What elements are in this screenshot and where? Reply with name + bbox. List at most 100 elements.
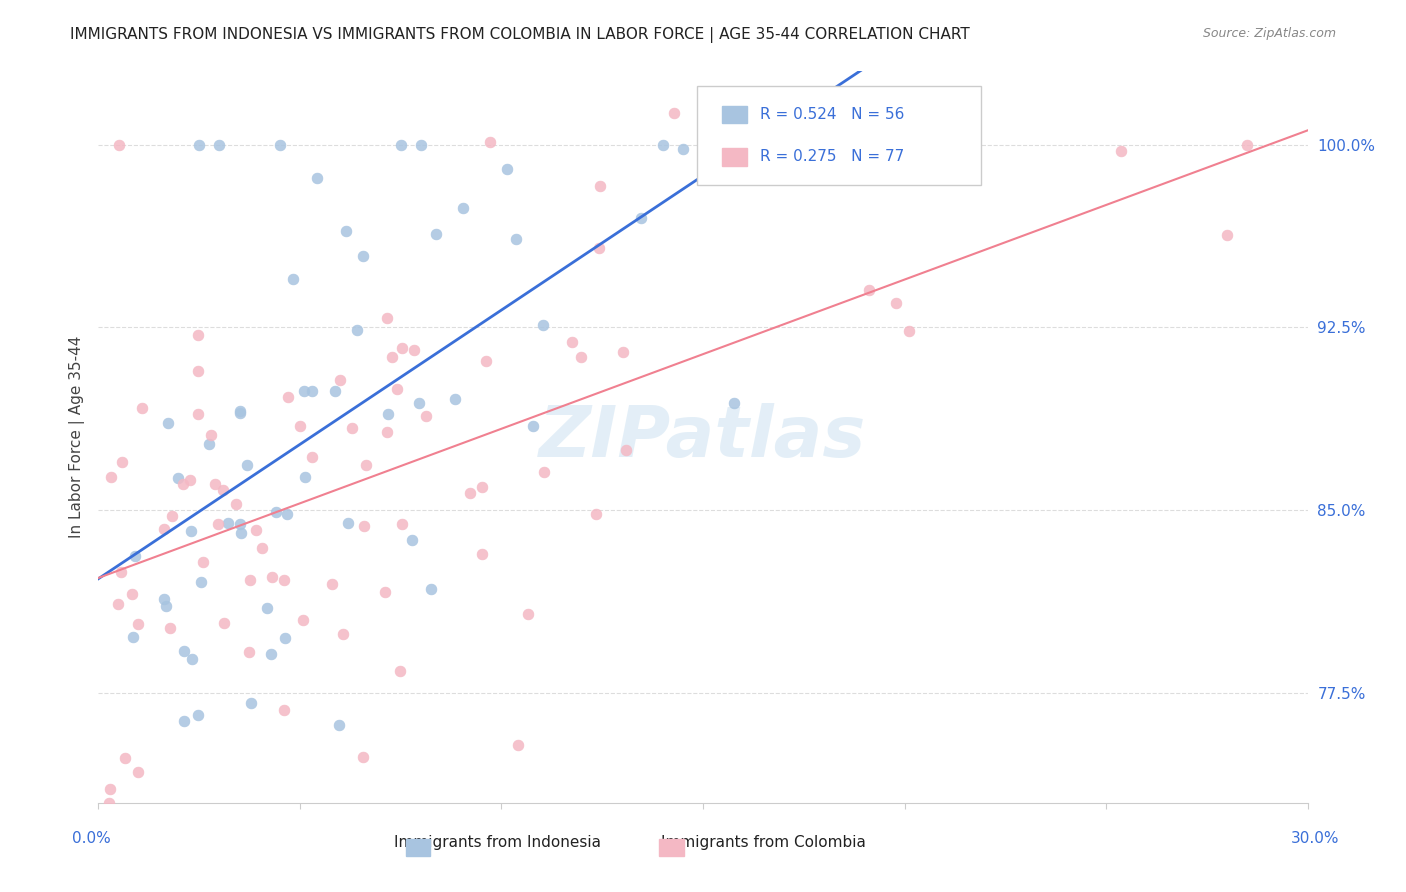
Point — [388, 665, 411, 679]
Point — [256, 601, 278, 615]
Point — [561, 334, 583, 349]
Point — [1236, 137, 1258, 152]
Point — [1109, 144, 1132, 158]
Point — [588, 241, 610, 255]
Point — [614, 443, 637, 458]
Point — [329, 373, 352, 387]
Point — [328, 718, 350, 732]
Point — [478, 135, 501, 149]
Point — [884, 296, 907, 310]
Point — [385, 382, 408, 396]
Point — [475, 354, 498, 368]
Point — [533, 465, 555, 479]
Point — [335, 223, 357, 237]
Point — [651, 137, 673, 152]
Point — [415, 409, 437, 424]
Point — [408, 396, 430, 410]
Text: 0.0%: 0.0% — [72, 831, 111, 846]
FancyBboxPatch shape — [659, 838, 683, 856]
Point — [197, 437, 219, 451]
Point — [420, 582, 443, 596]
Text: IMMIGRANTS FROM INDONESIA VS IMMIGRANTS FROM COLOMBIA IN LABOR FORCE | AGE 35-44: IMMIGRANTS FROM INDONESIA VS IMMIGRANTS … — [70, 27, 970, 43]
Point — [723, 396, 745, 410]
Point — [260, 570, 283, 584]
Point — [229, 404, 252, 418]
Point — [127, 617, 149, 632]
Point — [110, 566, 132, 580]
Point — [276, 508, 298, 522]
Point — [187, 407, 209, 421]
Point — [458, 486, 481, 500]
Point — [352, 249, 374, 263]
Point — [250, 541, 273, 555]
Point — [346, 323, 368, 337]
Text: 30.0%: 30.0% — [1291, 831, 1339, 846]
Point — [352, 750, 374, 764]
Point — [187, 364, 209, 378]
Point — [672, 142, 695, 156]
Point — [471, 547, 494, 561]
Text: ZIPatlas: ZIPatlas — [540, 402, 866, 472]
Point — [353, 519, 375, 533]
Point — [122, 631, 145, 645]
Point — [630, 211, 652, 226]
Point — [157, 416, 180, 430]
Point — [277, 390, 299, 404]
Point — [377, 407, 399, 421]
Point — [264, 505, 287, 519]
Point — [517, 607, 540, 621]
Point — [238, 574, 260, 588]
Point — [1216, 227, 1239, 242]
Point — [208, 137, 231, 152]
Point — [381, 350, 404, 364]
Point — [340, 421, 363, 435]
Point — [97, 796, 120, 810]
Text: Immigrants from Colombia: Immigrants from Colombia — [661, 835, 866, 850]
Point — [402, 343, 425, 358]
Point — [301, 384, 323, 399]
Point — [190, 575, 212, 590]
Point — [321, 577, 343, 591]
Point — [389, 137, 412, 152]
Point — [375, 425, 398, 439]
Point — [401, 533, 423, 548]
Point — [612, 344, 634, 359]
Point — [229, 525, 252, 540]
Point — [589, 179, 612, 194]
Point — [159, 621, 181, 635]
Point — [506, 738, 529, 752]
Point — [225, 497, 247, 511]
Point — [114, 751, 136, 765]
Point — [111, 455, 134, 469]
Point — [897, 324, 920, 338]
Point — [107, 137, 129, 152]
Point — [332, 627, 354, 641]
Point — [173, 644, 195, 658]
Point — [107, 597, 129, 611]
Point — [356, 458, 378, 473]
Point — [187, 328, 209, 343]
Point — [443, 392, 465, 406]
Point — [167, 470, 190, 484]
Point — [662, 105, 685, 120]
Point — [179, 473, 201, 487]
Point — [238, 645, 260, 659]
Point — [522, 419, 544, 434]
Point — [124, 549, 146, 564]
Point — [470, 480, 492, 494]
Point — [585, 508, 607, 522]
Point — [162, 508, 184, 523]
Point — [531, 318, 554, 332]
Point — [228, 406, 250, 420]
Point — [294, 470, 316, 484]
Point — [495, 162, 517, 177]
Point — [131, 401, 153, 416]
Point — [153, 592, 176, 607]
Point — [374, 584, 396, 599]
Point — [245, 523, 267, 537]
Point — [187, 707, 209, 722]
Point — [283, 272, 305, 286]
Point — [217, 516, 239, 530]
Text: Source: ZipAtlas.com: Source: ZipAtlas.com — [1202, 27, 1336, 40]
Point — [207, 516, 229, 531]
